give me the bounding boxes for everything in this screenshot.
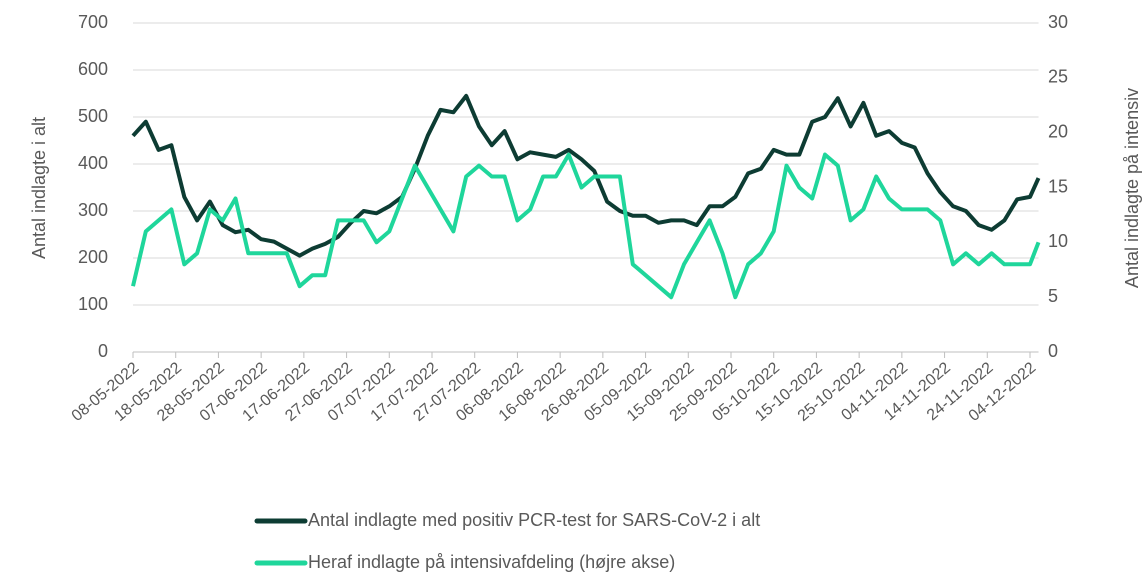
- y-tick-label: 400: [78, 153, 108, 173]
- y-tick-label: 100: [78, 294, 108, 314]
- y2-tick-label: 5: [1048, 286, 1058, 306]
- y2-tick-label: 20: [1048, 121, 1068, 141]
- y2-tick-label: 0: [1048, 341, 1058, 361]
- series-line: [131, 152, 1041, 300]
- y2-tick-label: 25: [1048, 67, 1068, 87]
- y-tick-label: 200: [78, 247, 108, 267]
- series-line: [131, 93, 1041, 258]
- legend-label: Antal indlagte med positiv PCR-test for …: [308, 510, 760, 530]
- y-tick-label: 500: [78, 106, 108, 126]
- y-tick-label: 600: [78, 59, 108, 79]
- y2-tick-label: 30: [1048, 12, 1068, 32]
- y-tick-label: 300: [78, 200, 108, 220]
- legend-label: Heraf indlagte på intensivafdeling (højr…: [308, 552, 675, 572]
- y2-tick-label: 15: [1048, 176, 1068, 196]
- y-axis-label: Antal indlagte i alt: [29, 117, 49, 259]
- y2-tick-label: 10: [1048, 231, 1068, 251]
- y-tick-label: 0: [98, 341, 108, 361]
- y2-axis-label: Antal indlagte på intensiv: [1122, 88, 1142, 288]
- y-tick-label: 700: [78, 12, 108, 32]
